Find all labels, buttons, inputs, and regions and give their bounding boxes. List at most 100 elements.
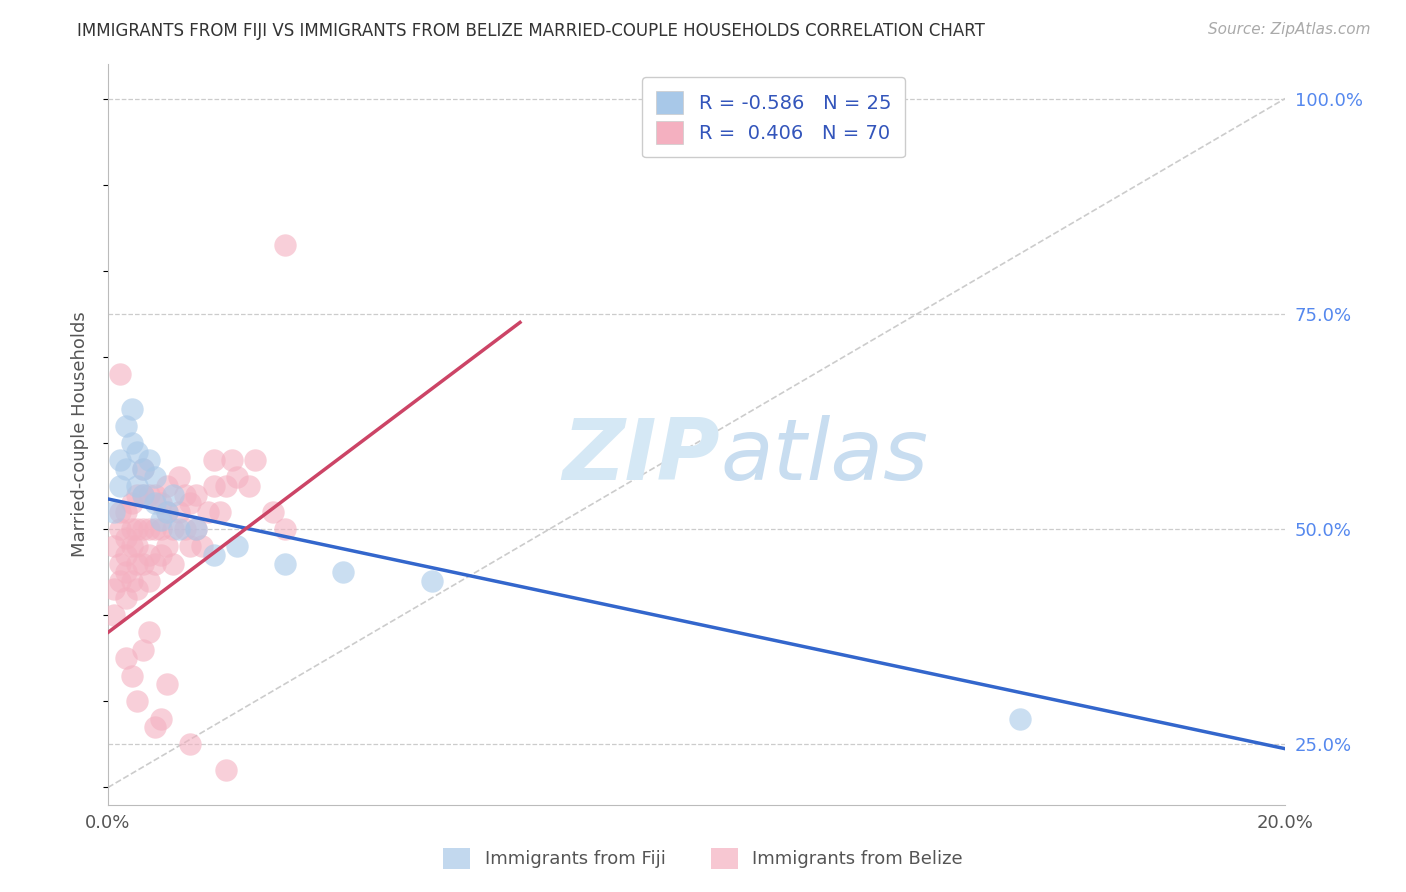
Point	[332, 565, 354, 579]
Point	[273, 522, 295, 536]
Point	[179, 539, 201, 553]
Legend: Immigrants from Fiji, Immigrants from Belize: Immigrants from Fiji, Immigrants from Be…	[436, 840, 970, 876]
Point	[132, 522, 155, 536]
Point	[156, 479, 179, 493]
Point	[215, 479, 238, 493]
Point	[132, 462, 155, 476]
Text: atlas: atlas	[720, 415, 928, 498]
Text: Source: ZipAtlas.com: Source: ZipAtlas.com	[1208, 22, 1371, 37]
Point	[143, 470, 166, 484]
Point	[121, 539, 143, 553]
Point	[127, 539, 149, 553]
Point	[173, 522, 195, 536]
Point	[108, 479, 131, 493]
Point	[108, 367, 131, 381]
Point	[226, 470, 249, 484]
Point	[143, 496, 166, 510]
Point	[156, 677, 179, 691]
Point	[143, 720, 166, 734]
Point	[132, 488, 155, 502]
Point	[149, 496, 172, 510]
Point	[138, 453, 160, 467]
Point	[149, 548, 172, 562]
Point	[149, 712, 172, 726]
Point	[420, 574, 443, 588]
Point	[173, 488, 195, 502]
Point	[114, 418, 136, 433]
Point	[156, 505, 179, 519]
Point	[103, 505, 125, 519]
Legend: R = -0.586   N = 25, R =  0.406   N = 70: R = -0.586 N = 25, R = 0.406 N = 70	[643, 78, 904, 157]
Point	[197, 505, 219, 519]
Text: ZIP: ZIP	[562, 415, 720, 498]
Point	[162, 488, 184, 502]
Point	[121, 401, 143, 416]
Point	[127, 522, 149, 536]
Point	[143, 557, 166, 571]
Point	[273, 238, 295, 252]
Point	[138, 574, 160, 588]
Point	[243, 453, 266, 467]
Point	[208, 505, 231, 519]
Point	[108, 557, 131, 571]
Point	[114, 591, 136, 605]
Point	[238, 479, 260, 493]
Point	[143, 522, 166, 536]
Point	[132, 642, 155, 657]
Point	[103, 582, 125, 597]
Text: IMMIGRANTS FROM FIJI VS IMMIGRANTS FROM BELIZE MARRIED-COUPLE HOUSEHOLDS CORRELA: IMMIGRANTS FROM FIJI VS IMMIGRANTS FROM …	[77, 22, 986, 40]
Point	[132, 557, 155, 571]
Point	[127, 582, 149, 597]
Point	[179, 738, 201, 752]
Point	[202, 453, 225, 467]
Point	[138, 625, 160, 640]
Point	[215, 763, 238, 777]
Point	[186, 522, 208, 536]
Point	[167, 505, 190, 519]
Point	[114, 548, 136, 562]
Point	[114, 651, 136, 665]
Point	[127, 694, 149, 708]
Point	[149, 522, 172, 536]
Point	[121, 436, 143, 450]
Point	[143, 488, 166, 502]
Point	[273, 557, 295, 571]
Point	[162, 557, 184, 571]
Y-axis label: Married-couple Households: Married-couple Households	[72, 311, 89, 558]
Point	[108, 522, 131, 536]
Point	[121, 574, 143, 588]
Point	[138, 488, 160, 502]
Point	[121, 522, 143, 536]
Point	[108, 453, 131, 467]
Point	[162, 522, 184, 536]
Point	[167, 522, 190, 536]
Point	[127, 488, 149, 502]
Point	[103, 539, 125, 553]
Point	[179, 496, 201, 510]
Point	[114, 462, 136, 476]
Point	[186, 522, 208, 536]
Point	[191, 539, 214, 553]
Point	[202, 548, 225, 562]
Point	[221, 453, 243, 467]
Point	[167, 470, 190, 484]
Point	[149, 514, 172, 528]
Point	[121, 668, 143, 682]
Point	[114, 531, 136, 545]
Point	[202, 479, 225, 493]
Point	[186, 488, 208, 502]
Point	[226, 539, 249, 553]
Point	[114, 565, 136, 579]
Point	[138, 548, 160, 562]
Point	[108, 574, 131, 588]
Point	[156, 505, 179, 519]
Point	[132, 488, 155, 502]
Point	[108, 505, 131, 519]
Point	[132, 462, 155, 476]
Point	[127, 444, 149, 458]
Point	[114, 505, 136, 519]
Point	[1010, 712, 1032, 726]
Point	[127, 479, 149, 493]
Point	[127, 557, 149, 571]
Point	[138, 522, 160, 536]
